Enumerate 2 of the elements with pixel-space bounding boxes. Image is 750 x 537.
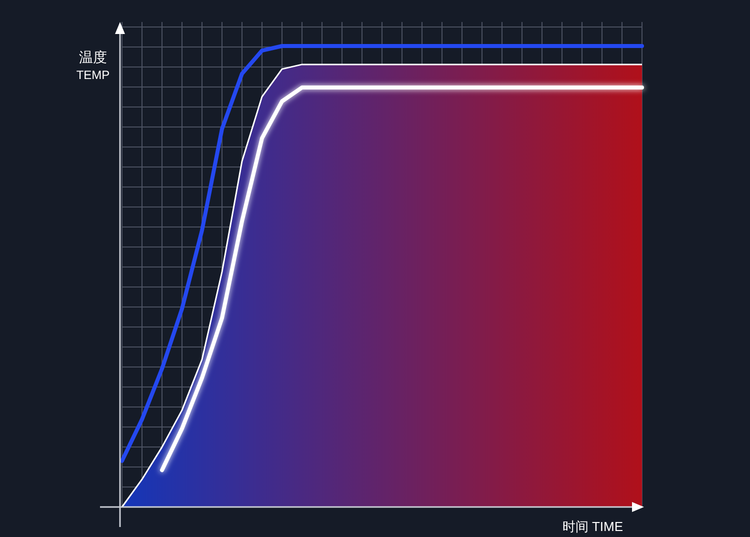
- y-axis-title: 温度 TEMP: [76, 49, 110, 82]
- x-axis-title: 时间 TIME: [562, 519, 624, 534]
